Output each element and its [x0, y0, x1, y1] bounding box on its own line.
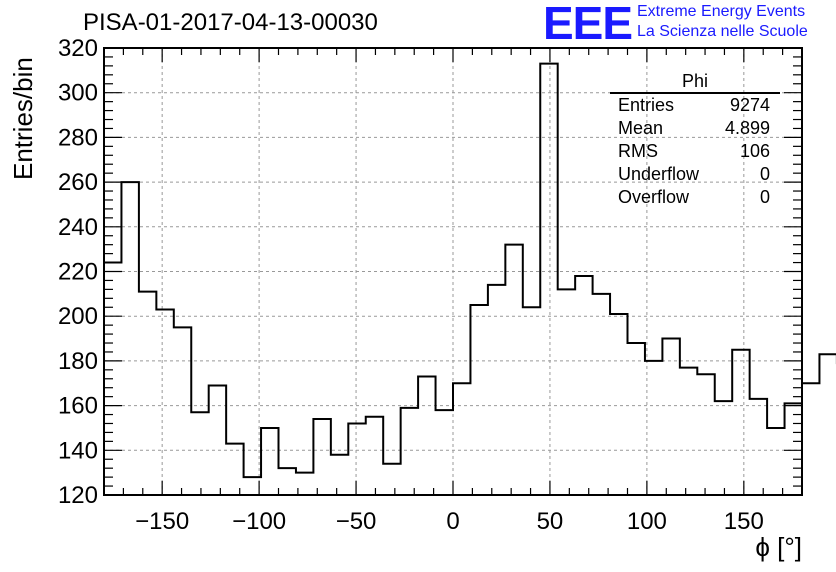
histogram-series: [104, 62, 836, 479]
stats-label: Overflow: [618, 187, 690, 207]
stats-label: RMS: [618, 141, 658, 161]
y-tick-label: 300: [58, 80, 98, 107]
stats-value: 4.899: [724, 118, 770, 138]
y-tick-labels: 120 140 160 180 200 220 240 260 280 300 320: [58, 35, 98, 509]
y-tick-label: 280: [58, 124, 98, 151]
stats-row-entries: Entries 9274: [610, 94, 780, 117]
stats-row-mean: Mean 4.899: [610, 117, 780, 140]
stats-box: Phi Entries 9274 Mean 4.899 RMS 106 Unde…: [610, 70, 780, 209]
x-tick-label: −150: [135, 508, 189, 535]
y-tick-label: 220: [58, 259, 98, 286]
stats-value: 106: [739, 141, 770, 161]
y-tick-label: 200: [58, 303, 98, 330]
stats-label: Entries: [618, 95, 675, 115]
stats-row-underflow: Underflow 0: [610, 163, 780, 186]
y-tick-label: 160: [58, 393, 98, 420]
x-tick-label: 0: [446, 508, 459, 535]
stats-value: 9274: [729, 95, 770, 115]
x-tick-label: −50: [336, 508, 377, 535]
stats-row-rms: RMS 106: [610, 140, 780, 163]
y-axis-label: Entries/bin: [8, 57, 38, 180]
x-tick-labels: −150 −100 −50 0 50 100 150: [135, 508, 764, 535]
stats-title: Phi: [610, 70, 780, 94]
x-axis-label: ϕ [°]: [755, 532, 802, 562]
stats-row-overflow: Overflow 0: [610, 186, 780, 209]
y-tick-label: 140: [58, 437, 98, 464]
axis-ticks: [103, 47, 803, 496]
eee-logo: EEE: [543, 0, 633, 49]
x-tick-label: 50: [537, 508, 564, 535]
y-tick-label: 120: [58, 482, 98, 509]
logo-caption: Extreme Energy Events La Scienza nelle S…: [637, 2, 808, 42]
y-tick-label: 320: [58, 35, 98, 62]
stats-label: Mean: [618, 118, 664, 138]
stats-value: 0: [759, 187, 770, 207]
run-title: PISA-01-2017-04-13-00030: [83, 9, 378, 36]
y-tick-label: 240: [58, 214, 98, 241]
x-tick-label: 150: [724, 508, 764, 535]
y-tick-label: 260: [58, 169, 98, 196]
stats-value: 0: [759, 164, 770, 184]
logo-caption-line1: Extreme Energy Events: [637, 3, 806, 20]
x-tick-label: −100: [232, 508, 286, 535]
y-tick-label: 180: [58, 348, 98, 375]
x-tick-label: 100: [627, 508, 667, 535]
stats-label: Underflow: [618, 164, 700, 184]
logo-caption-line2: La Scienza nelle Scuole: [637, 23, 808, 40]
